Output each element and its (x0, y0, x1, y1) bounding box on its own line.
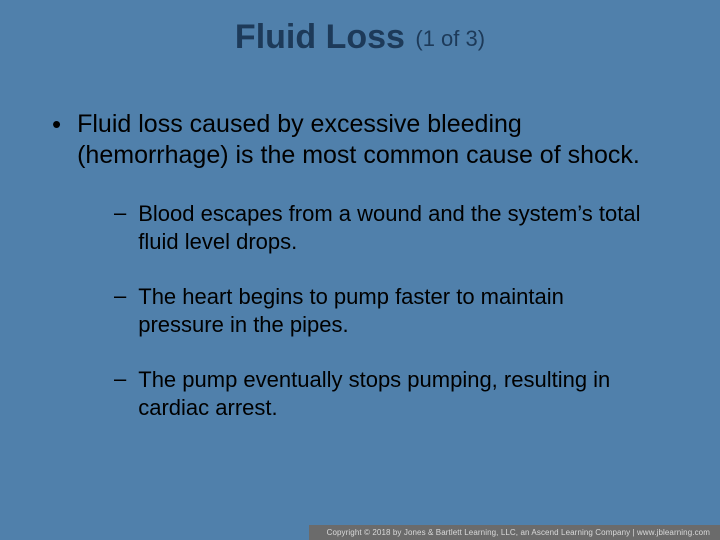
sub-bullet-text: Blood escapes from a wound and the syste… (138, 200, 648, 257)
slide-title-suffix: (1 of 3) (415, 26, 485, 51)
bullet-marker: • (52, 109, 61, 172)
sub-bullet-marker: – (114, 283, 126, 340)
bullet-item: • Fluid loss caused by excessive bleedin… (52, 109, 668, 172)
sub-bullet-marker: – (114, 366, 126, 423)
bullet-text: Fluid loss caused by excessive bleeding … (77, 109, 668, 172)
sub-bullet-marker: – (114, 200, 126, 257)
sub-bullet-item: – Blood escapes from a wound and the sys… (114, 200, 648, 257)
slide-title-area: Fluid Loss (1 of 3) (0, 0, 720, 79)
sub-bullet-text: The heart begins to pump faster to maint… (138, 283, 648, 340)
sub-bullet-item: – The heart begins to pump faster to mai… (114, 283, 648, 340)
sub-bullet-text: The pump eventually stops pumping, resul… (138, 366, 648, 423)
sub-bullet-list: – Blood escapes from a wound and the sys… (52, 200, 668, 424)
sub-bullet-item: – The pump eventually stops pumping, res… (114, 366, 648, 423)
slide-body: • Fluid loss caused by excessive bleedin… (0, 79, 720, 423)
slide-title-main: Fluid Loss (235, 18, 405, 56)
copyright-footer: Copyright © 2018 by Jones & Bartlett Lea… (309, 525, 720, 540)
